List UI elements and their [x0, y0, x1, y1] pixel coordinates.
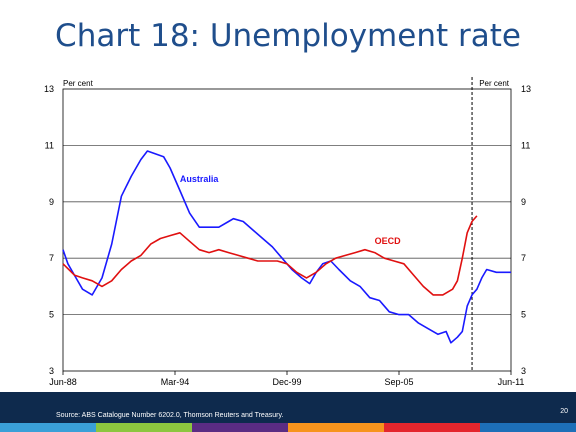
- footer-stripe-segment: [0, 423, 97, 432]
- series-label-oecd: OECD: [375, 236, 402, 246]
- footer-stripe-segment: [192, 423, 289, 432]
- y-tick-right-3: 3: [521, 366, 526, 376]
- slide-title: Chart 18: Unemployment rate: [55, 18, 521, 54]
- footer-stripe-segment: [480, 423, 576, 432]
- unemployment-chart: 3 3 5 5 7 7 9 9 11 11 13 13 Jun-88 Mar-94 Dec-99 Sep-05…: [44, 77, 531, 387]
- footer-stripe-segment: [96, 423, 193, 432]
- y-tick-left-3: 3: [49, 366, 54, 376]
- y-tick-right-5: 5: [521, 310, 526, 320]
- series-label-australia: Australia: [180, 174, 220, 184]
- y-axis-label-left: Per cent: [63, 79, 94, 88]
- x-tick-label: Sep-05: [384, 377, 413, 387]
- x-tick-label: Jun-11: [498, 377, 525, 387]
- footer-stripe-segment: [288, 423, 385, 432]
- y-tick-left-7: 7: [49, 253, 54, 263]
- page-number: 20: [560, 408, 568, 415]
- y-tick-left-9: 9: [49, 197, 54, 207]
- x-tick-label: Jun-88: [49, 377, 77, 387]
- footer-source: Source: ABS Catalogue Number 6202.0, Tho…: [56, 412, 284, 419]
- y-tick-right-11: 11: [521, 140, 530, 150]
- y-tick-left-11: 11: [45, 140, 54, 150]
- y-tick-left-13: 13: [44, 84, 54, 94]
- x-tick-label: Dec-99: [272, 377, 301, 387]
- y-axis-label-right: Per cent: [479, 79, 510, 88]
- footer-stripe-segment: [384, 423, 481, 432]
- y-tick-right-7: 7: [521, 253, 526, 263]
- footer-bar: Source: ABS Catalogue Number 6202.0, Tho…: [0, 392, 576, 423]
- y-tick-left-5: 5: [49, 310, 54, 320]
- x-tick-label: Mar-94: [161, 377, 190, 387]
- plot-frame: [62, 88, 512, 372]
- series-line-australia: [62, 150, 511, 344]
- y-tick-right-13: 13: [521, 84, 531, 94]
- series-line-oecd: [62, 215, 478, 296]
- y-tick-right-9: 9: [521, 197, 526, 207]
